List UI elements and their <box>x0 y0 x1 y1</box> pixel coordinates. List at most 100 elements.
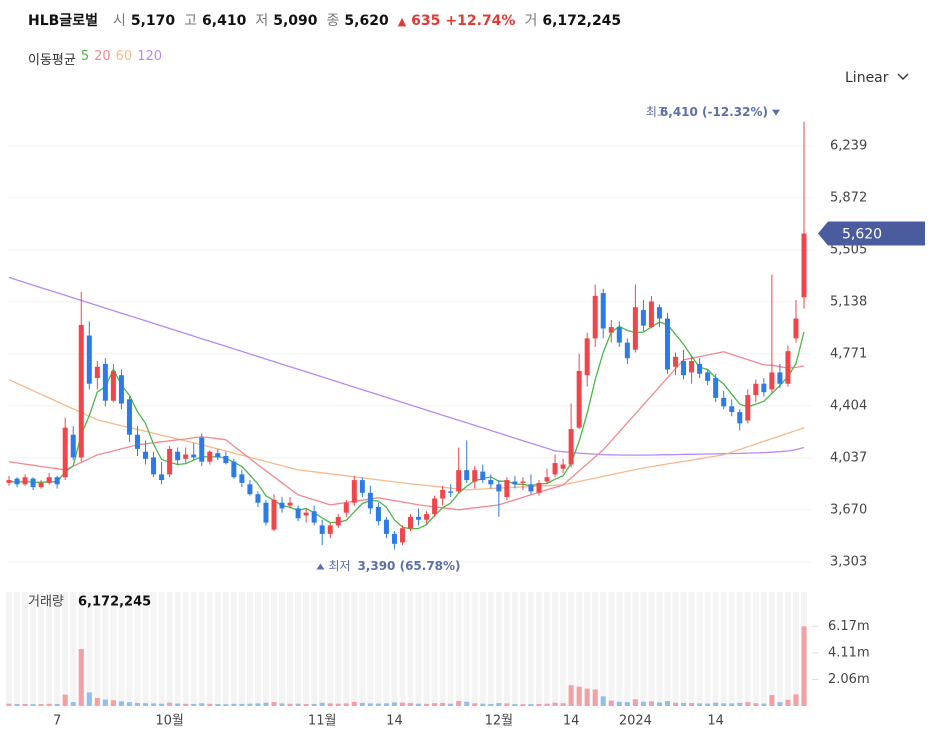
volume-bar <box>681 702 687 706</box>
volume-column <box>287 592 294 706</box>
volume-column <box>222 592 229 706</box>
volume-column <box>351 592 358 706</box>
candle-body <box>159 474 165 481</box>
volume-column <box>254 592 261 706</box>
candle-body <box>175 451 181 461</box>
volume-column <box>455 592 462 706</box>
volume-column <box>648 592 655 706</box>
volume-column <box>319 592 326 706</box>
volume-column <box>367 592 374 706</box>
volume-bar <box>191 703 197 706</box>
volume-bar <box>46 703 52 706</box>
candle-body <box>673 356 679 367</box>
y-tick-label: 4,037 <box>830 450 867 465</box>
volume-bar <box>303 704 309 706</box>
volume-bar <box>207 703 213 706</box>
volume-column <box>190 592 197 706</box>
candle-body <box>391 533 397 544</box>
volume-column <box>768 592 775 706</box>
volume-column <box>431 592 438 706</box>
candle-body <box>769 372 775 390</box>
candle-body <box>416 516 422 520</box>
volume-bar <box>504 703 510 706</box>
volume-column <box>38 592 45 706</box>
candle-body <box>255 494 261 503</box>
candle-body <box>367 492 373 509</box>
volume-column <box>608 592 615 706</box>
volume-bar <box>793 694 799 706</box>
last-price-label: 5,620 <box>842 227 882 243</box>
volume-title: 거래량 <box>28 595 64 610</box>
volume-column <box>439 592 446 706</box>
candle-body <box>134 434 140 449</box>
candle-body <box>143 451 149 459</box>
volume-bar <box>705 703 711 706</box>
candle-body <box>729 406 735 413</box>
volume-bar <box>673 702 679 706</box>
candle-body <box>560 464 566 469</box>
low-annotation-label: 최저 <box>328 559 350 573</box>
candle-body <box>70 434 76 458</box>
volume-column <box>624 592 631 706</box>
candle-body <box>440 489 446 499</box>
candle-body <box>689 361 695 373</box>
volume-bar <box>592 689 598 706</box>
volume-bar <box>729 703 735 706</box>
volume-bar <box>664 701 670 706</box>
candle-body <box>488 480 494 485</box>
candle-body <box>22 477 28 485</box>
candle-body <box>512 481 518 485</box>
volume-column <box>495 592 502 706</box>
volume-bar <box>311 703 317 706</box>
volume-column <box>158 592 165 706</box>
volume-bar <box>351 701 357 706</box>
candle-body <box>327 525 333 534</box>
volume-bar <box>424 703 430 706</box>
volume-column <box>592 592 599 706</box>
volume-bar <box>640 701 646 706</box>
volume-bar <box>86 692 92 706</box>
volume-bar <box>134 702 140 706</box>
low-label: 저 <box>255 13 269 29</box>
volume-column <box>519 592 526 706</box>
candle-body <box>151 457 157 475</box>
candle-body <box>199 437 205 462</box>
quote-header: HLB글로벌 시 5,170 고 6,410 저 5,090 종 5,620 ▲… <box>28 10 621 30</box>
volume-column <box>110 592 117 706</box>
candle-body <box>279 502 285 509</box>
stock-name: HLB글로벌 <box>28 13 98 29</box>
open-label: 시 <box>112 13 126 29</box>
y-tick-label: 6,239 <box>830 138 867 153</box>
volume-bar <box>118 701 124 706</box>
volume-bar <box>70 702 76 706</box>
volume-bar <box>761 703 767 706</box>
volume-bar <box>175 703 181 706</box>
volume-column <box>600 592 607 706</box>
volume-bar <box>544 703 550 706</box>
volume-column <box>327 592 334 706</box>
candle-body <box>86 335 92 384</box>
volume-bar <box>327 703 333 706</box>
x-tick-label: 12월 <box>485 714 514 729</box>
y-tick-label: 4,404 <box>830 398 867 413</box>
candle-body <box>287 502 293 506</box>
candle-body <box>54 477 60 485</box>
volume-bar <box>399 702 405 706</box>
candle-body <box>295 508 301 519</box>
candle-body <box>118 375 124 404</box>
volume-bar <box>753 703 759 706</box>
volume-title-value: 6,172,245 <box>78 595 151 610</box>
volume-bar <box>464 701 470 706</box>
volume-column <box>479 592 486 706</box>
volume-column <box>560 592 567 706</box>
low-value: 5,090 <box>273 13 318 29</box>
x-tick-label: 11월 <box>308 714 337 729</box>
volume-bar <box>215 704 221 706</box>
volume-bar <box>801 626 807 706</box>
volume-bar <box>576 686 582 706</box>
volume-column <box>527 592 534 706</box>
volume-column <box>214 592 221 706</box>
volume-column <box>664 592 671 706</box>
scale-selector[interactable]: Linear <box>845 70 889 86</box>
